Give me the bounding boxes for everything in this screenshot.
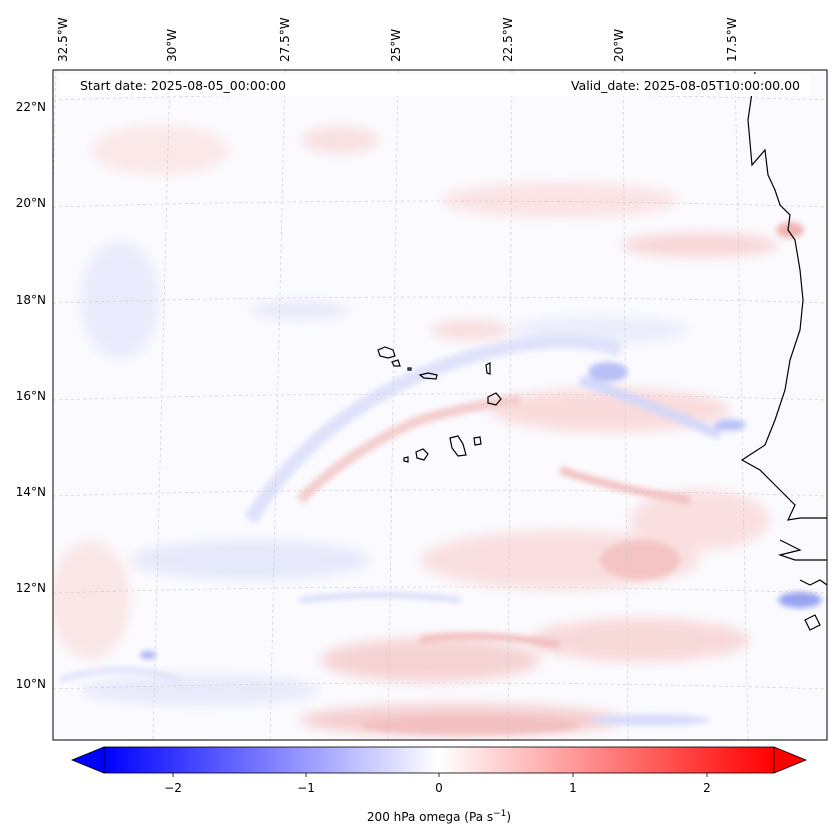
coastline: [377, 71, 827, 631]
map-frame: [52, 69, 828, 741]
lon-label: 27.5°W: [278, 17, 292, 62]
lon-label: 20°W: [612, 29, 626, 62]
lon-label: 32.5°W: [56, 17, 70, 62]
start-date-label: Start date: 2025-08-05_00:00:00: [80, 78, 286, 93]
colorbar-tick: 2: [703, 781, 711, 795]
colorbar-tick: −2: [164, 781, 182, 795]
header-box: [60, 74, 810, 96]
lat-label: 14°N: [16, 485, 46, 499]
lon-label: 22.5°W: [501, 17, 515, 62]
graticule: [53, 70, 827, 740]
latitude-labels: 22°N 20°N 18°N 16°N 14°N 12°N 10°N: [16, 100, 46, 691]
lat-label: 20°N: [16, 196, 46, 210]
lon-label: 25°W: [389, 29, 403, 62]
lon-label: 30°W: [165, 29, 179, 62]
colorbar: −2 −1 0 1 2 200 hPa omega (Pa s−1): [70, 746, 808, 824]
lat-label: 12°N: [16, 581, 46, 595]
omega-field: [53, 70, 827, 740]
colorbar-tick: 1: [569, 781, 577, 795]
lat-label: 16°N: [16, 389, 46, 403]
map-panel: Start date: 2025-08-05_00:00:00 Valid_da…: [52, 69, 828, 741]
colorbar-title: 200 hPa omega (Pa s−1): [367, 809, 511, 824]
longitude-labels: 32.5°W 30°W 27.5°W 25°W 22.5°W 20°W 17.5…: [56, 17, 739, 62]
lat-label: 22°N: [16, 100, 46, 114]
colorbar-bar: [103, 746, 775, 774]
lat-label: 18°N: [16, 293, 46, 307]
lon-label: 17.5°W: [725, 17, 739, 62]
colorbar-min-extend: [70, 746, 105, 774]
colorbar-tick: −1: [297, 781, 315, 795]
lat-label: 10°N: [16, 677, 46, 691]
valid-date-label: Valid_date: 2025-08-05T10:00:00.00: [571, 78, 800, 93]
colorbar-max-extend: [773, 746, 808, 774]
colorbar-tick: 0: [435, 781, 443, 795]
